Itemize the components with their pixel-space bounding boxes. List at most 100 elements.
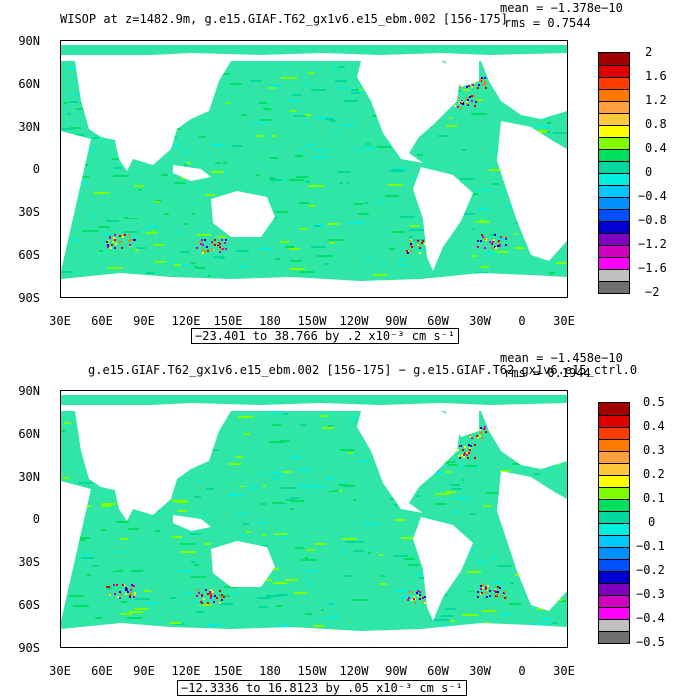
colorbar-1 <box>598 52 630 294</box>
field-cell <box>489 169 503 171</box>
field-hotspot <box>497 591 499 593</box>
field-cell <box>317 255 333 257</box>
colorbar-2 <box>598 402 630 644</box>
field-hotspot <box>499 587 501 589</box>
field-hotspot <box>457 449 459 451</box>
field-cell <box>295 155 303 157</box>
field-cell <box>290 508 294 510</box>
field-cell <box>490 234 494 236</box>
field-hotspot <box>219 246 221 248</box>
field-hotspot <box>410 243 412 245</box>
field-hotspot <box>133 596 135 598</box>
field-cell <box>366 143 370 145</box>
colorbar-cell <box>599 173 629 185</box>
field-cell <box>460 178 475 180</box>
field-hotspot <box>485 588 487 590</box>
field-hotspot <box>408 591 410 593</box>
field-hotspot <box>210 597 212 599</box>
field-cell <box>321 609 324 611</box>
field-cell <box>445 471 451 473</box>
field-cell <box>325 118 334 120</box>
field-cell <box>82 230 98 232</box>
field-cell <box>79 554 91 556</box>
field-cell <box>294 592 307 594</box>
field-hotspot <box>217 243 219 245</box>
field-cell <box>170 622 181 624</box>
field-cell <box>401 537 416 539</box>
land-mask <box>61 131 91 271</box>
field-cell <box>98 226 110 228</box>
field-cell <box>67 467 80 469</box>
field-cell <box>108 267 123 269</box>
field-cell <box>299 469 309 471</box>
field-hotspot <box>224 242 226 244</box>
field-cell <box>321 415 328 417</box>
field-cell <box>489 123 493 125</box>
field-hotspot <box>505 238 507 240</box>
colorbar-label: 0.4 <box>643 419 665 433</box>
land-mask <box>481 61 567 119</box>
field-hotspot <box>454 105 456 107</box>
field-cell <box>102 233 109 235</box>
field-cell <box>290 456 301 458</box>
panel-1-rms: rms = 0.7544 <box>504 16 591 30</box>
field-cell <box>283 413 288 415</box>
field-hotspot <box>419 247 421 249</box>
x-tick-label: 180 <box>259 664 281 678</box>
field-cell <box>354 203 363 205</box>
field-cell <box>204 543 211 545</box>
field-cell <box>484 622 489 624</box>
field-cell <box>392 231 405 233</box>
x-tick-label: 60W <box>427 664 449 678</box>
y-tick-label: 0 <box>32 512 40 526</box>
field-hotspot <box>417 240 419 242</box>
field-hotspot <box>479 80 481 82</box>
field-cell <box>276 605 282 607</box>
field-cell <box>61 430 65 432</box>
land-mask <box>445 411 479 437</box>
field-hotspot <box>489 590 491 592</box>
field-hotspot <box>474 105 476 107</box>
field-cell <box>232 593 238 595</box>
field-cell <box>329 239 343 241</box>
field-hotspot <box>125 589 127 591</box>
field-cell <box>63 477 69 479</box>
field-cell <box>368 552 371 554</box>
field-cell <box>174 182 185 184</box>
field-hotspot <box>213 601 215 603</box>
field-hotspot <box>410 250 412 252</box>
field-hotspot <box>120 593 122 595</box>
colorbar-label: −0.4 <box>636 611 665 625</box>
field-cell <box>452 115 456 117</box>
field-cell <box>154 201 160 203</box>
field-cell <box>218 73 230 75</box>
x-tick-label: 120W <box>339 314 369 328</box>
field-cell <box>196 611 204 613</box>
field-cell <box>72 239 79 241</box>
field-hotspot <box>419 591 421 593</box>
field-cell <box>300 424 307 426</box>
field-hotspot <box>505 236 507 238</box>
field-hotspot <box>114 247 116 249</box>
colorbar-cell <box>599 185 629 197</box>
field-hotspot <box>212 243 214 245</box>
field-cell <box>312 156 327 158</box>
field-cell <box>211 171 224 173</box>
field-cell <box>180 500 187 502</box>
field-hotspot <box>484 247 486 249</box>
field-cell <box>111 570 123 572</box>
field-cell <box>283 501 291 503</box>
field-cell <box>120 242 134 244</box>
field-cell <box>156 562 160 564</box>
field-cell <box>326 616 339 618</box>
field-cell <box>232 145 242 147</box>
field-cell <box>177 231 182 233</box>
field-cell <box>416 205 419 207</box>
field-cell <box>281 487 296 489</box>
field-cell <box>196 267 205 269</box>
field-cell <box>339 490 342 492</box>
field-cell <box>474 466 481 468</box>
field-cell <box>226 487 238 489</box>
field-cell <box>191 576 206 578</box>
field-cell <box>351 89 359 91</box>
